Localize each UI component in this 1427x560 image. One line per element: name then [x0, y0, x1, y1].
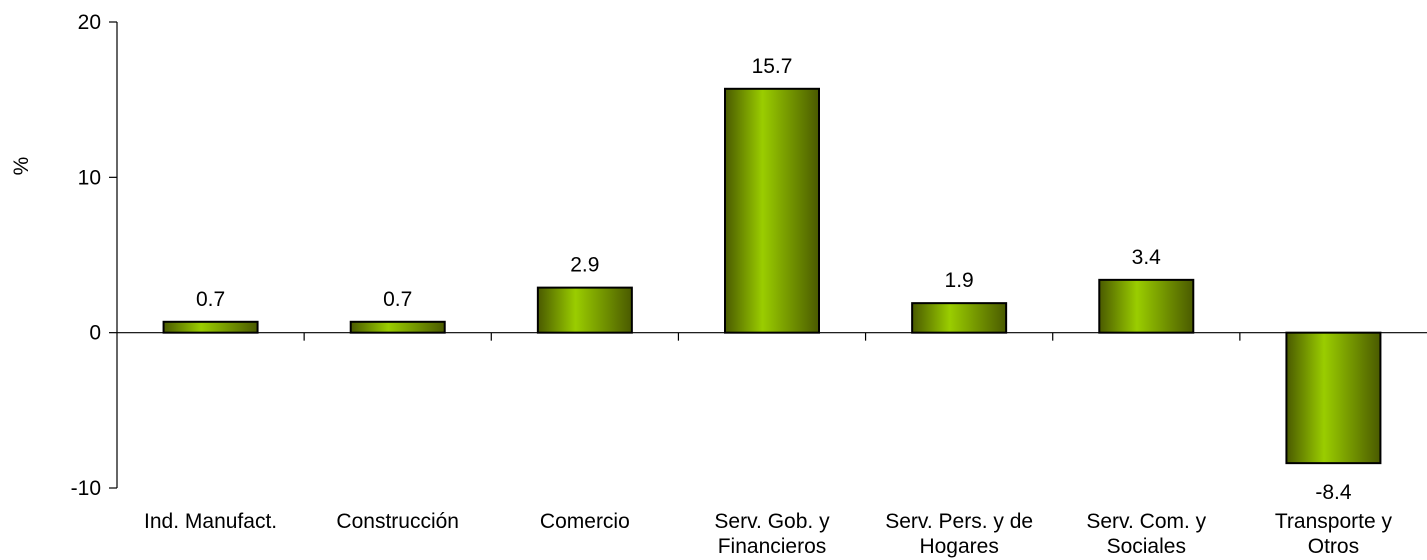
category-label: Transporte y Otros [1275, 510, 1393, 558]
category-label: Serv. Com. y Sociales [1086, 510, 1206, 558]
data-label: 2.9 [570, 254, 599, 277]
y-tick-label: 0 [89, 322, 101, 345]
category-label: Construcción [336, 510, 459, 533]
y-axis-title: % [10, 157, 33, 176]
y-tick-label: 10 [78, 166, 101, 189]
data-label: 1.9 [945, 269, 974, 292]
category-label: Serv. Gob. y Financieros [714, 510, 830, 558]
bar [1098, 278, 1195, 334]
y-tick-label: 20 [78, 11, 101, 34]
category-label: Serv. Pers. y de Hogares [885, 510, 1033, 558]
bar [349, 320, 446, 334]
data-label: -8.4 [1315, 481, 1352, 504]
data-label: 15.7 [752, 55, 793, 78]
bar [724, 87, 820, 334]
y-tick-label: -10 [71, 477, 101, 500]
labels: -10 0 10 20 0.7 Ind. Manufact. 0.7 Construcción… [71, 11, 1393, 558]
category-label: Comercio [540, 510, 630, 533]
bar [1285, 331, 1382, 465]
bar [536, 286, 633, 334]
category-label: Ind. Manufact. [144, 510, 277, 533]
bar [162, 320, 259, 334]
bar [911, 302, 1008, 334]
data-label: 0.7 [383, 288, 412, 311]
data-label: 0.7 [196, 288, 225, 311]
data-label: 3.4 [1132, 246, 1162, 269]
bars [162, 87, 1382, 465]
